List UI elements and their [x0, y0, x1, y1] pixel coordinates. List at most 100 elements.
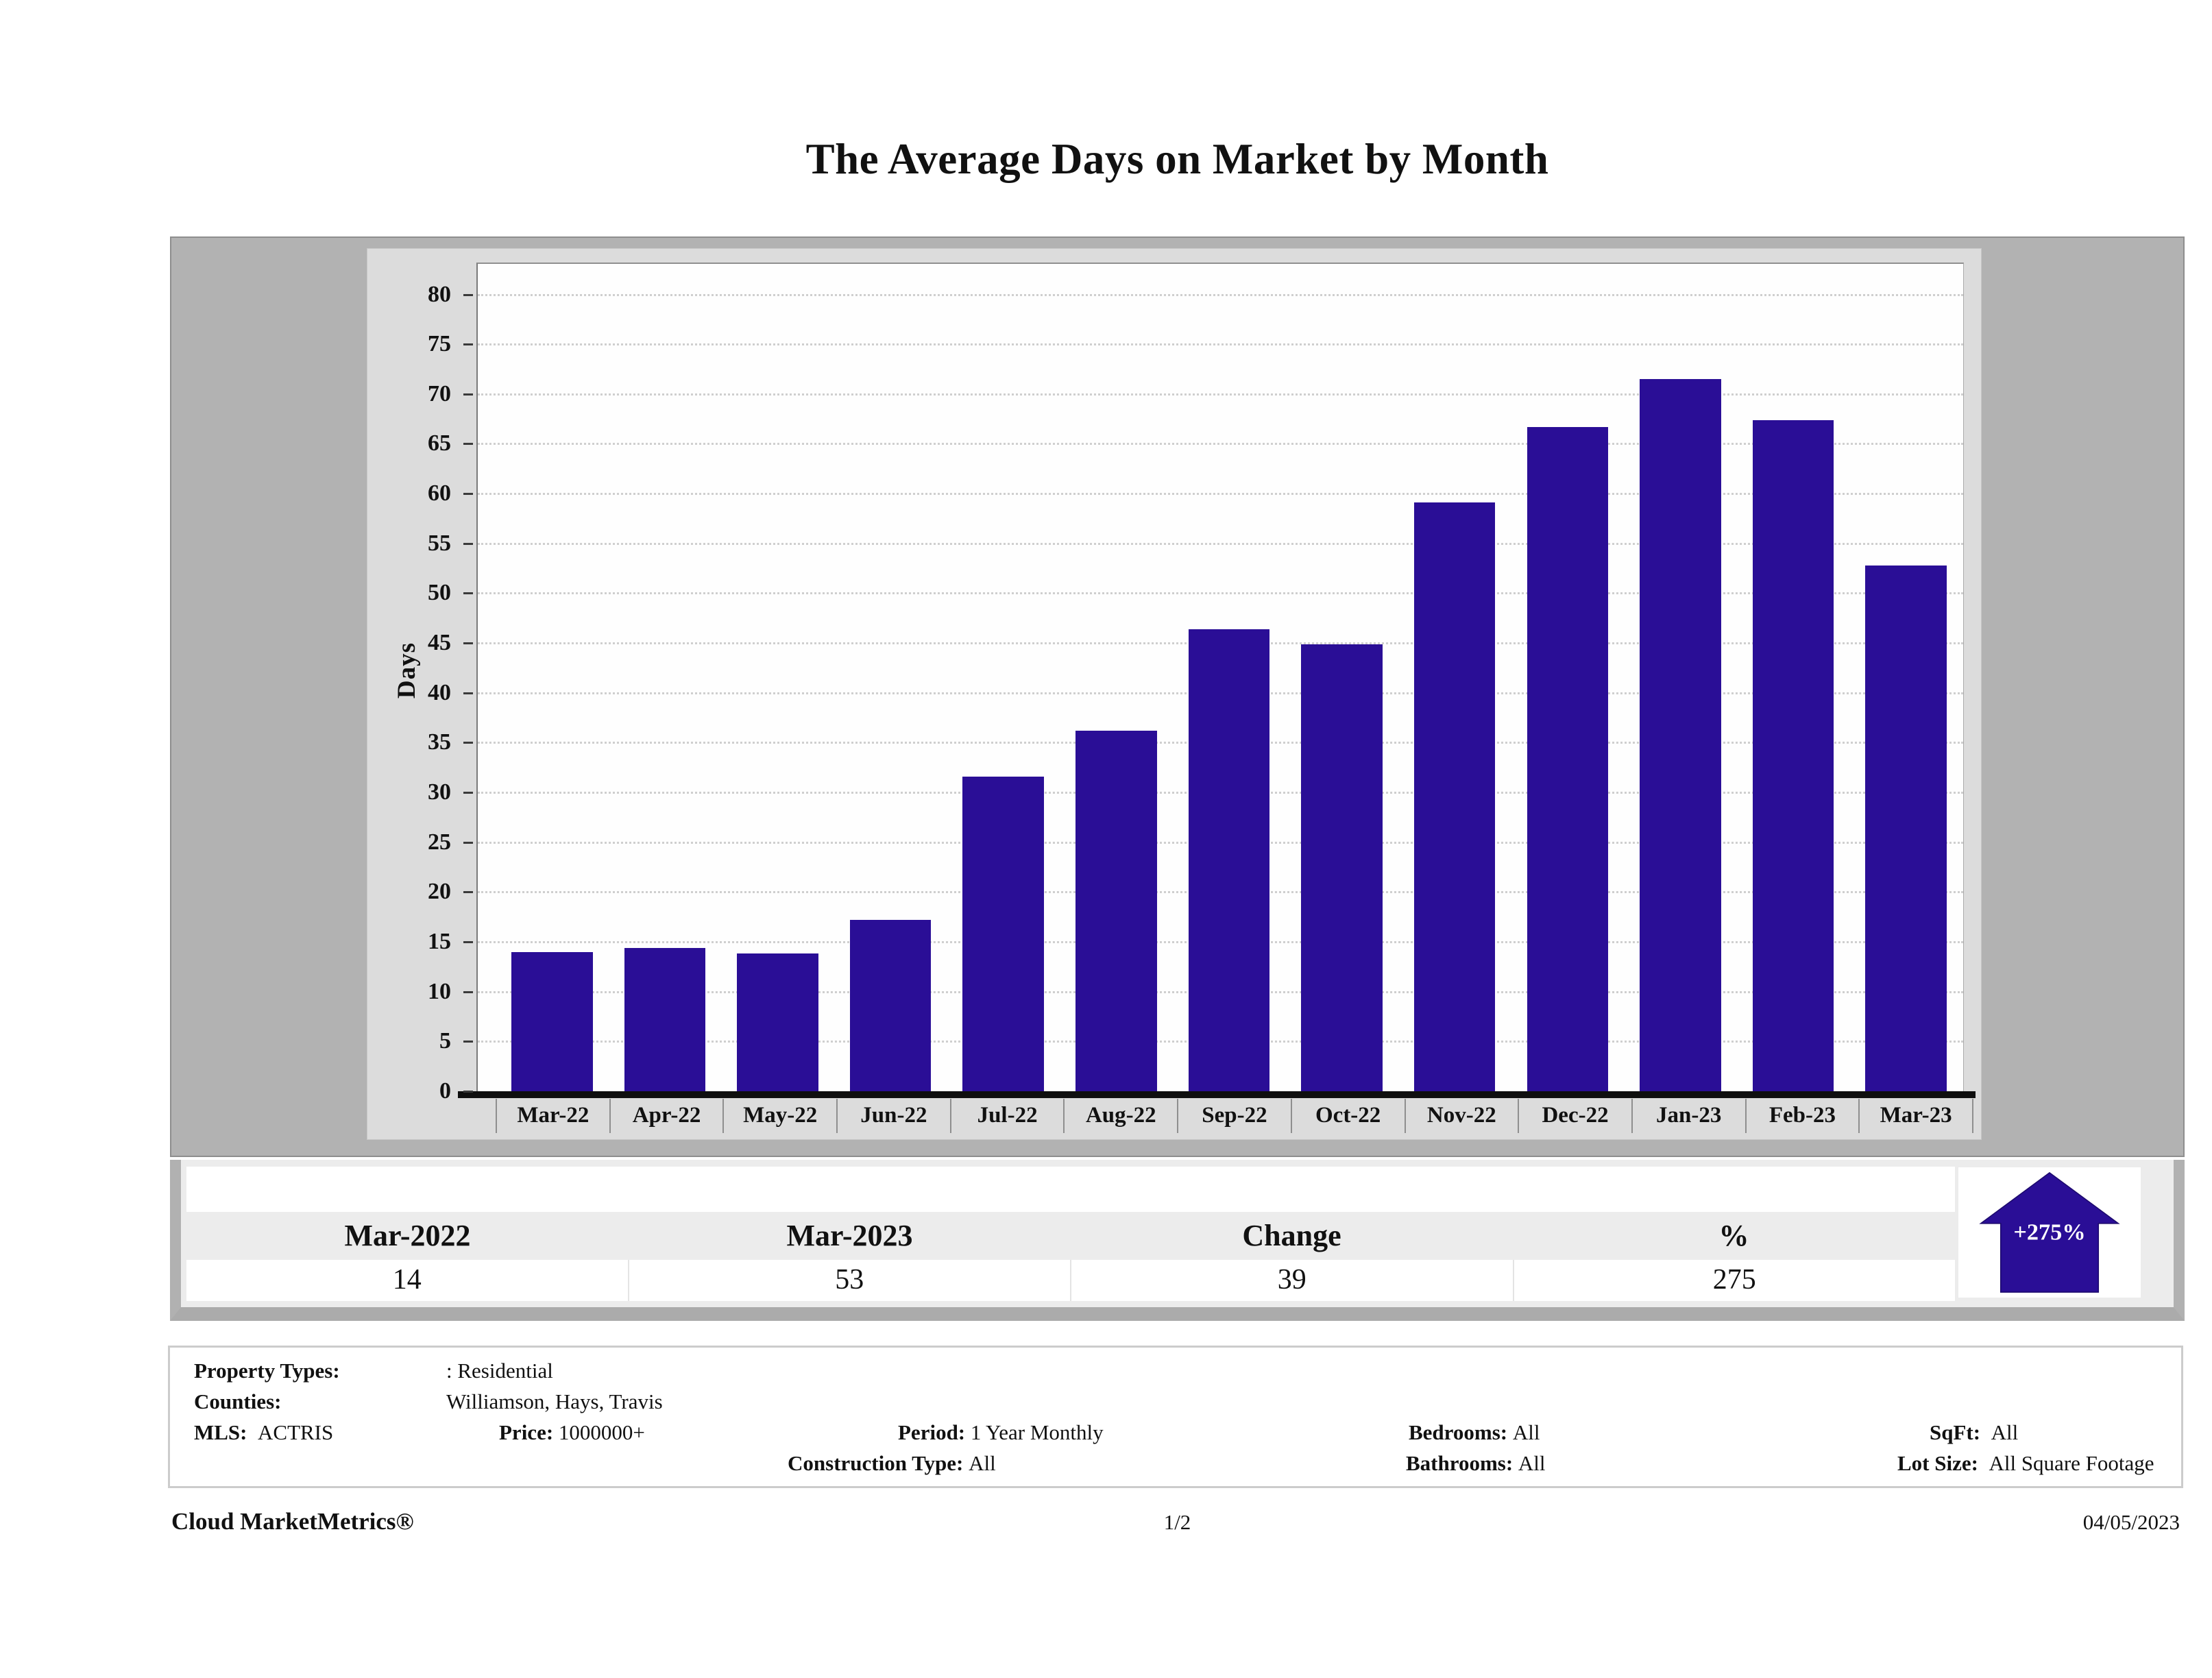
filter-mls: MLS: ACTRIS: [194, 1420, 334, 1444]
x-tick-label: Sep-22: [1177, 1099, 1291, 1133]
x-tick-label: Jun-22: [836, 1099, 950, 1133]
gridline: [478, 293, 1963, 296]
x-tick-label: Nov-22: [1404, 1099, 1518, 1133]
trend-badge: +275%: [1958, 1167, 2141, 1298]
y-tick-mark: [463, 642, 473, 645]
bar-Dec-22: [1527, 426, 1609, 1091]
x-tick-label: Feb-23: [1745, 1099, 1859, 1133]
y-tick-label: 65: [428, 430, 451, 457]
bar-slot: [496, 263, 609, 1091]
x-tick-label: Mar-23: [1858, 1099, 1973, 1133]
bar-slot: [947, 263, 1060, 1091]
y-tick-label: 30: [428, 779, 451, 805]
gridline: [478, 393, 1963, 396]
summary-spacer-row: [186, 1167, 1955, 1212]
bar-Sep-22: [1188, 629, 1270, 1091]
bar-slot: [1511, 263, 1624, 1091]
bar-slot: [1849, 263, 1962, 1091]
y-tick-label: 25: [428, 829, 451, 855]
bar-slot: [721, 263, 834, 1091]
y-tick-label: 15: [428, 929, 451, 955]
y-tick-label: 80: [428, 281, 451, 307]
y-tick-mark: [463, 990, 473, 993]
chart-container: Days 0 5 10 15 20 25 30 35 40 45 50 55 60 65 70 75 80 Ma…: [170, 236, 2185, 1157]
summary-value: 53: [627, 1260, 1071, 1301]
trend-badge-label: +275%: [2013, 1219, 2085, 1245]
summary-value: 14: [392, 1264, 422, 1296]
page-title: The Average Days on Market by Month: [805, 135, 1549, 183]
footer-brand: Cloud MarketMetrics®: [171, 1508, 414, 1535]
x-tick-label: May-22: [722, 1099, 836, 1133]
filter-sqft: SqFt: All: [1930, 1420, 2019, 1444]
gridline: [478, 592, 1963, 595]
y-tick-mark: [463, 841, 473, 844]
filter-construction-type: Construction Type: All: [788, 1451, 996, 1475]
gridline: [478, 343, 1963, 346]
summary-section: Mar-2022 Mar-2023 Change % 14 53 39 275 …: [170, 1160, 2185, 1321]
y-tick-label: 20: [428, 879, 451, 905]
y-tick-mark: [463, 542, 473, 545]
footer-page-number: 1/2: [1163, 1510, 1191, 1534]
gridline: [478, 493, 1963, 496]
bar-slot: [1060, 263, 1173, 1091]
y-tick-mark: [463, 891, 473, 894]
y-tick-label: 0: [439, 1078, 451, 1104]
filter-property-types-value: : Residential: [446, 1359, 553, 1383]
y-tick-mark: [463, 293, 473, 296]
y-tick-label: 5: [439, 1028, 451, 1054]
bar-May-22: [737, 953, 818, 1091]
footer-date: 04/05/2023: [2082, 1510, 2180, 1534]
bar-Jan-23: [1640, 379, 1721, 1091]
bar-slot: [1737, 263, 1850, 1091]
bar-slot: [1173, 263, 1286, 1091]
gridline: [478, 542, 1963, 545]
x-tick-label: Aug-22: [1063, 1099, 1177, 1133]
bar-slot: [609, 263, 722, 1091]
bar-Jun-22: [849, 920, 932, 1091]
y-tick-mark: [463, 692, 473, 694]
filter-period: Period: 1 Year Monthly: [898, 1420, 1104, 1444]
filter-counties-value: Williamson, Hays, Travis: [446, 1389, 663, 1413]
y-tick-label: 50: [428, 580, 451, 606]
y-tick-label: 75: [428, 331, 451, 357]
y-tick-mark: [463, 742, 473, 744]
filter-bedrooms: Bedrooms: All: [1409, 1420, 1540, 1444]
filter-counties-label: Counties:: [194, 1389, 282, 1413]
y-tick-mark: [463, 493, 473, 496]
filter-property-types-label: Property Types:: [194, 1359, 340, 1383]
y-tick-mark: [463, 393, 473, 396]
y-tick-label: 10: [428, 978, 451, 1004]
bar-Mar-23: [1865, 565, 1947, 1091]
bar-Jul-22: [962, 776, 1044, 1091]
x-tick-label: Jul-22: [949, 1099, 1064, 1133]
summary-value-row: 14 53 39 275: [186, 1260, 1955, 1301]
x-axis-labels: Mar-22 Apr-22 May-22 Jun-22 Jul-22 Aug-22 Sep-…: [496, 1099, 1973, 1133]
bar-slot: [1398, 263, 1511, 1091]
x-tick-label: Dec-22: [1518, 1099, 1631, 1133]
filter-bathrooms: Bathrooms: All: [1406, 1451, 1546, 1475]
y-tick-mark: [463, 792, 473, 794]
y-tick-label: 45: [428, 630, 451, 656]
summary-header: Mar-2022: [344, 1219, 471, 1252]
x-tick-label: Jan-23: [1631, 1099, 1745, 1133]
summary-value: 39: [1070, 1260, 1513, 1301]
y-tick-mark: [463, 1041, 473, 1043]
bar-Apr-22: [624, 947, 706, 1091]
summary-header: Change: [1242, 1219, 1341, 1252]
y-tick-label: 35: [428, 729, 451, 755]
summary-value: 275: [1512, 1260, 1956, 1301]
bar-slot: [834, 263, 947, 1091]
x-tick-label: Apr-22: [609, 1099, 723, 1133]
y-tick-label: 55: [428, 530, 451, 556]
y-tick-mark: [463, 941, 473, 944]
y-tick-mark: [463, 592, 473, 595]
bar-Mar-22: [511, 951, 593, 1091]
gridline: [478, 443, 1963, 446]
y-tick-label: 70: [428, 380, 451, 406]
x-axis-line: [458, 1091, 1976, 1098]
bar-slot: [1624, 263, 1737, 1091]
summary-header-row: Mar-2022 Mar-2023 Change %: [186, 1212, 1955, 1260]
filters-box: Property Types: : Residential Counties: …: [168, 1346, 2183, 1488]
up-arrow-icon: +275%: [1979, 1171, 2120, 1293]
